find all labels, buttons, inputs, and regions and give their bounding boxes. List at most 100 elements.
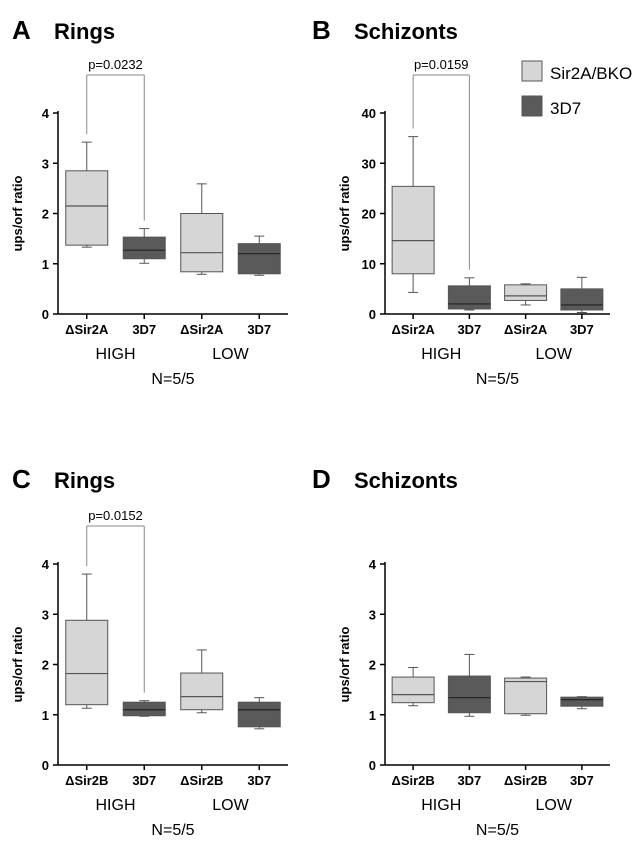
legend-swatch-sir2a-bko	[521, 60, 543, 82]
y-tick-label: 0	[369, 758, 376, 773]
box-iqr	[504, 677, 548, 715]
panel-a: A Rings 0 1 2 3 4 ups/orf ratio ΔSir2A 3D7 ΔSir2A 3…	[10, 15, 288, 388]
box-0	[391, 136, 435, 293]
y-tick-label: 0	[369, 307, 376, 322]
group-label-high: HIGH	[421, 346, 461, 363]
y-axis-label: ups/orf ratio	[337, 176, 352, 252]
y-tick-label: 3	[369, 607, 376, 622]
box-iqr	[180, 213, 224, 273]
box-iqr	[560, 288, 604, 311]
panel-letter: D	[312, 464, 331, 494]
box-iqr	[65, 619, 109, 706]
box-1	[447, 277, 491, 311]
box-iqr	[237, 701, 281, 728]
box-3	[560, 696, 604, 710]
p-value-label: p=0.0232	[88, 57, 143, 72]
n-label: N=5/5	[151, 371, 194, 388]
panel-d: D Schizonts 0 1 2 3 4 ups/orf ratio ΔSir2B 3D7 ΔSi…	[312, 464, 610, 839]
group-label-low: LOW	[536, 346, 573, 363]
box-2	[504, 283, 548, 306]
group-label-low: LOW	[212, 797, 249, 814]
panel-title: Rings	[54, 468, 115, 493]
panel-title: Rings	[54, 19, 115, 44]
y-tick-label: 0	[42, 758, 49, 773]
y-tick-label: 0	[42, 307, 49, 322]
box-3	[237, 697, 281, 730]
y-tick-label: 2	[42, 207, 49, 222]
box-0	[65, 141, 109, 248]
y-tick-label: 2	[369, 658, 376, 673]
x-tick-label: 3D7	[570, 322, 594, 337]
group-label-high: HIGH	[96, 797, 136, 814]
box-iqr	[180, 672, 224, 711]
y-tick-label: 4	[42, 106, 50, 121]
x-tick-label: ΔSir2B	[504, 773, 547, 788]
box-1	[447, 653, 491, 717]
box-iqr	[122, 701, 166, 717]
x-tick-label: 3D7	[570, 773, 594, 788]
y-tick-label: 1	[42, 708, 49, 723]
panel-title: Schizonts	[354, 468, 458, 493]
legend: Sir2A/BKO 3D7	[521, 60, 632, 118]
y-tick-label: 10	[362, 257, 376, 272]
x-tick-label: 3D7	[132, 322, 156, 337]
y-tick-label: 1	[42, 257, 49, 272]
group-label-high: HIGH	[96, 346, 136, 363]
y-axis-label: ups/orf ratio	[337, 627, 352, 703]
p-value-label: p=0.0152	[88, 508, 143, 523]
box-iqr	[504, 284, 548, 301]
panels: A Rings 0 1 2 3 4 ups/orf ratio ΔSir2A 3D7 ΔSir2A 3…	[10, 15, 610, 839]
box-3	[560, 276, 604, 313]
y-tick-label: 20	[362, 207, 376, 222]
n-label: N=5/5	[476, 822, 519, 839]
p-value-label: p=0.0159	[414, 57, 469, 72]
group-label-high: HIGH	[421, 797, 461, 814]
significance-bracket: p=0.0159	[412, 57, 470, 270]
y-tick-label: 3	[42, 156, 49, 171]
box-2	[504, 676, 548, 716]
legend-label-3d7: 3D7	[550, 99, 581, 118]
panel-title: Schizonts	[354, 19, 458, 44]
y-tick-label: 30	[362, 156, 376, 171]
box-iqr	[237, 243, 281, 275]
panel-letter: C	[12, 464, 31, 494]
x-tick-label: 3D7	[247, 773, 271, 788]
y-tick-label: 4	[369, 557, 377, 572]
group-label-low: LOW	[536, 797, 573, 814]
box-0	[391, 667, 435, 707]
y-tick-label: 40	[362, 106, 376, 121]
box-3	[237, 235, 281, 276]
box-2	[180, 183, 224, 275]
n-label: N=5/5	[151, 822, 194, 839]
y-tick-label: 2	[42, 658, 49, 673]
box-iqr	[391, 676, 435, 704]
y-axis-label: ups/orf ratio	[10, 627, 25, 703]
y-axis-label: ups/orf ratio	[10, 176, 25, 252]
significance-bracket: p=0.0232	[86, 57, 145, 221]
x-tick-label: 3D7	[132, 773, 156, 788]
box-1	[122, 228, 166, 264]
x-tick-label: ΔSir2B	[180, 773, 223, 788]
box-iqr	[447, 675, 491, 714]
x-tick-label: ΔSir2B	[391, 773, 434, 788]
legend-label-sir2a-bko: Sir2A/BKO	[550, 64, 632, 83]
y-tick-label: 4	[42, 557, 50, 572]
n-label: N=5/5	[476, 371, 519, 388]
significance-bracket: p=0.0152	[86, 508, 145, 693]
x-tick-label: 3D7	[457, 322, 481, 337]
box-iqr	[391, 185, 435, 275]
x-tick-label: 3D7	[247, 322, 271, 337]
panel-c: C Rings 0 1 2 3 4 ups/orf ratio ΔSir2B 3D7 ΔSir2B 3…	[10, 464, 288, 839]
box-iqr	[447, 285, 491, 310]
panel-letter: A	[12, 15, 31, 45]
box-1	[122, 700, 166, 717]
y-tick-label: 3	[42, 607, 49, 622]
group-label-low: LOW	[212, 346, 249, 363]
x-tick-label: ΔSir2A	[391, 322, 435, 337]
x-tick-label: ΔSir2A	[180, 322, 224, 337]
legend-swatch-3d7	[521, 95, 543, 117]
box-iqr	[65, 170, 109, 246]
panel-b: B Schizonts 0 10 20 30 40 ups/orf ratio ΔSir2A 3D…	[312, 15, 610, 388]
box-0	[65, 573, 109, 709]
